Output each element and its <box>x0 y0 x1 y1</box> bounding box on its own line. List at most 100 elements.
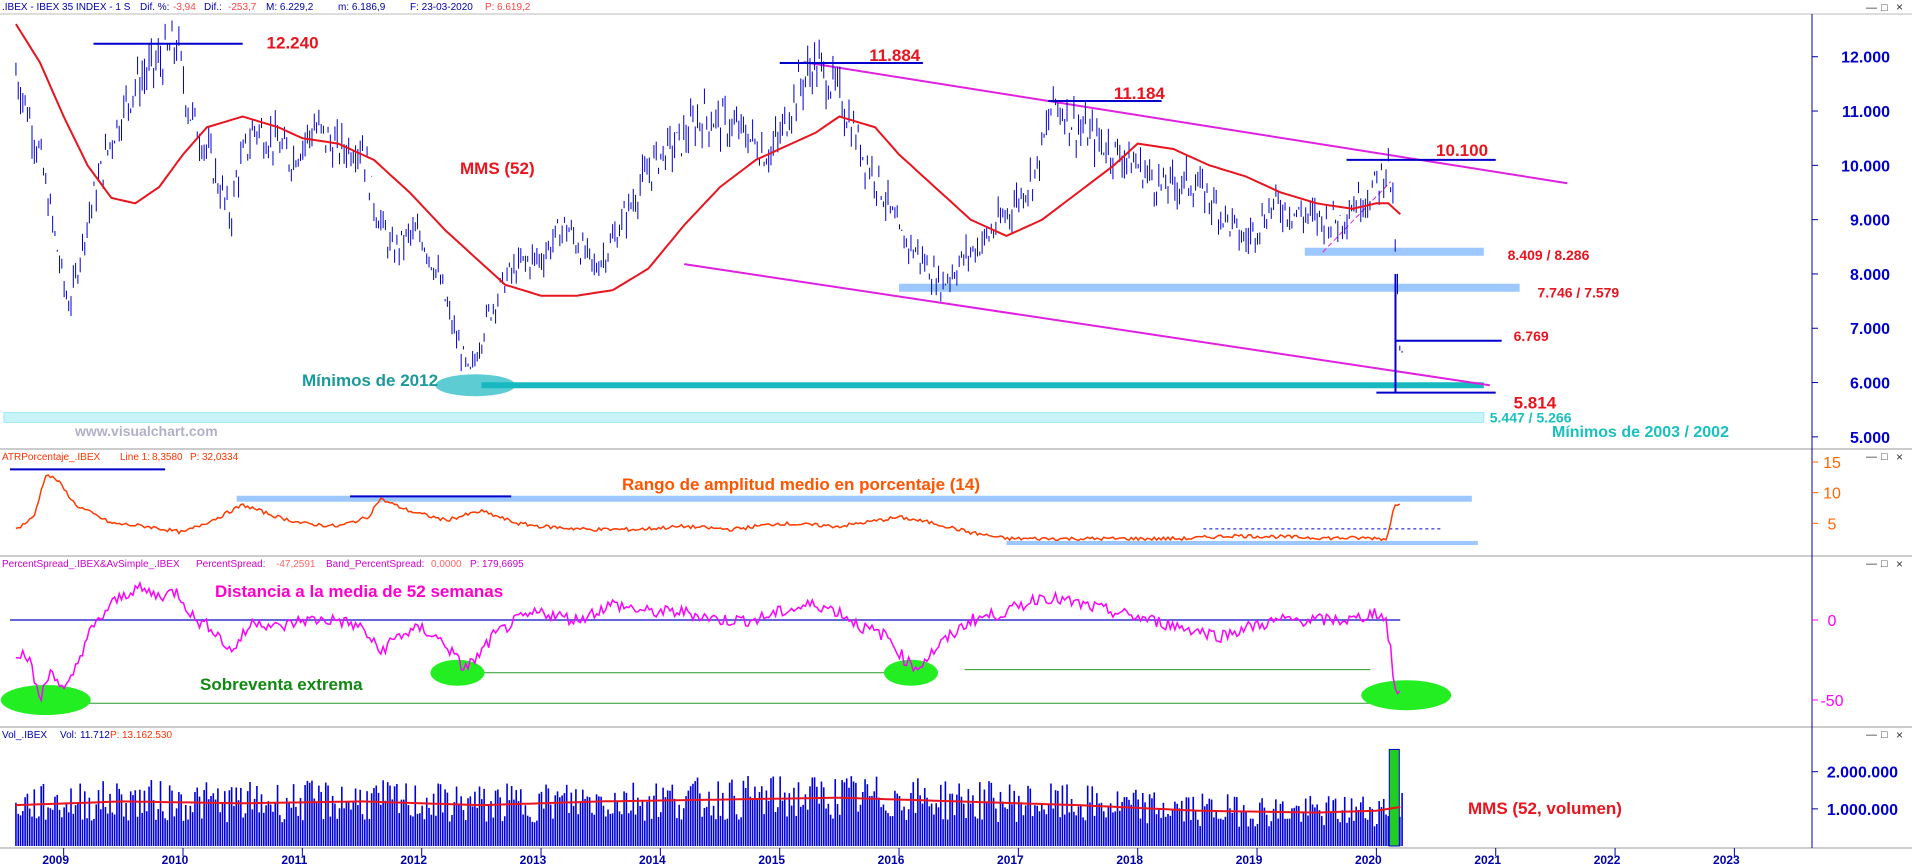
close-icon[interactable]: × <box>1896 557 1903 571</box>
x-axis-tick-label: 2018 <box>1116 853 1143 867</box>
minimize-icon[interactable]: — <box>1866 451 1877 463</box>
volume-header-vol-value: 11.712 <box>80 730 110 741</box>
price-header-date: F: 23-03-2020 <box>410 2 473 13</box>
close-icon[interactable]: × <box>1896 450 1903 464</box>
x-axis-tick-label: 2013 <box>520 853 547 867</box>
x-axis-tick-label: 2014 <box>639 853 666 867</box>
minimize-icon[interactable]: — <box>1866 729 1877 741</box>
price-window-controls: — □ × <box>1866 0 1903 14</box>
price-header-max: M: 6.229,2 <box>266 2 314 13</box>
x-axis-tick-label: 2015 <box>758 853 785 867</box>
price-level-label: 5.814 <box>1514 394 1557 413</box>
oversold-highlight <box>1361 680 1452 711</box>
atr-y-tick-label: 10 <box>1823 486 1841 503</box>
price-level-label: 7.746 / 7.579 <box>1537 284 1619 300</box>
watermark: www.visualchart.com <box>74 423 218 439</box>
spread-header-p-label: P: <box>470 559 479 570</box>
percent-spread-line <box>15 580 1401 703</box>
channel-lower-line <box>684 263 1490 387</box>
price-y-tick-label: 6.000 <box>1850 376 1890 393</box>
oversold-highlight <box>883 659 938 686</box>
x-axis-tick-label: 2011 <box>281 853 307 867</box>
spread-header-name: PercentSpread_.IBEX&AvSimple_.IBEX <box>2 559 180 570</box>
volume-header-name: Vol_.IBEX <box>2 730 47 741</box>
spread-header-ps-label: PercentSpread: <box>196 559 266 570</box>
oversold-highlight <box>0 685 91 715</box>
price-level-label: 5.447 / 5.266 <box>1490 410 1572 426</box>
price-y-tick-label: 8.000 <box>1850 267 1890 284</box>
price-header-dif-pct-label: Dif. %: <box>140 2 169 13</box>
volume-panel: 2.000.000 1.000.000 <box>15 748 1898 847</box>
x-axis-tick-label: 2009 <box>42 853 69 867</box>
minimize-icon[interactable]: — <box>1866 2 1877 14</box>
maximize-icon[interactable]: □ <box>1881 2 1888 14</box>
x-axis-tick-label: 2012 <box>400 853 427 867</box>
min-2012-label: Mínimos de 2012 <box>302 371 438 390</box>
mms-label: MMS (52) <box>460 159 535 178</box>
price-level-label: 11.184 <box>1114 84 1166 103</box>
x-axis-tick-label: 2010 <box>162 853 189 867</box>
minimize-icon[interactable]: — <box>1866 558 1877 570</box>
spread-header-ps-value: -47,2591 <box>276 559 316 570</box>
price-header-close-label: P: <box>485 2 494 13</box>
volume-spike-bar <box>1388 748 1400 847</box>
x-axis-tick-label: 2019 <box>1236 853 1263 867</box>
price-y-tick-label: 12.000 <box>1841 50 1890 67</box>
x-axis-tick-label: 2016 <box>878 853 905 867</box>
price-y-tick-label: 9.000 <box>1850 213 1890 230</box>
price-header-dif-pct: -3,94 <box>173 2 196 13</box>
x-axis-tick-label: 2022 <box>1594 853 1621 867</box>
price-title-bar <box>0 0 1912 14</box>
maximize-icon[interactable]: □ <box>1881 451 1888 463</box>
volume-header-vol-label: Vol: <box>60 730 77 741</box>
price-level-label: 6.769 <box>1514 328 1549 344</box>
price-level-label: 12.240 <box>267 34 319 53</box>
channel-upper-line <box>803 61 1568 185</box>
price-y-tick-label: 11.000 <box>1842 104 1890 121</box>
x-axis: 2009 2010 2011 2012 2013 2014 2015 2016 2017 2018… <box>42 848 1740 867</box>
price-y-tick-label: 10.000 <box>1841 158 1890 175</box>
support-band-8409 <box>1304 247 1484 256</box>
spread-header-band-label: Band_PercentSpread: <box>326 559 424 570</box>
oversold-highlight <box>430 659 485 686</box>
uptrend-dashed-line <box>1322 181 1392 253</box>
atr-header-p-value: 32,0334 <box>202 452 239 463</box>
atr-y-tick-label: 5 <box>1828 516 1837 533</box>
price-level-label: 8.409 / 8.286 <box>1508 247 1590 263</box>
volume-mms-line <box>15 796 1401 814</box>
volume-mms-label: MMS (52, volumen) <box>1468 799 1622 818</box>
support-band-7746 <box>899 283 1520 292</box>
mms-52-line <box>15 23 1401 297</box>
min-2003-2002-label: Mínimos de 2003 / 2002 <box>1552 424 1729 441</box>
atr-header-name: ATRPorcentaje_.IBEX <box>2 452 101 463</box>
atr-header-p-label: P: <box>190 452 199 463</box>
x-axis-tick-label: 2023 <box>1713 853 1740 867</box>
maximize-icon[interactable]: □ <box>1881 558 1888 570</box>
spread-y-tick-label: 0 <box>1828 613 1837 630</box>
price-header-close: 6.619,2 <box>497 2 531 13</box>
volume-bars-group <box>15 775 1403 846</box>
x-axis-tick-label: 2017 <box>997 853 1024 867</box>
price-bars-group <box>15 20 1403 372</box>
min-2012-highlight <box>435 374 516 397</box>
oversold-label: Sobreventa extrema <box>200 675 363 694</box>
maximize-icon[interactable]: □ <box>1881 729 1888 741</box>
volume-y-tick-label: 1.000.000 <box>1827 802 1898 819</box>
price-header-min: m: 6.186,9 <box>338 2 386 13</box>
price-level-label: 10.100 <box>1436 141 1488 160</box>
spread-y-tick-label: -50 <box>1820 693 1843 710</box>
price-header-dif-label: Dif.: <box>204 2 222 13</box>
close-icon[interactable]: × <box>1896 0 1903 14</box>
close-icon[interactable]: × <box>1896 728 1903 742</box>
price-header-dif: -253,7 <box>228 2 257 13</box>
atr-y-tick-label: 15 <box>1823 455 1841 472</box>
spread-panel: 0 -50 <box>0 580 1844 715</box>
support-band-2003-2002 <box>3 412 1485 423</box>
atr-header-line-value: 8,3580 <box>152 452 183 463</box>
price-panel: 12.240 11.884 11.184 10.100 8.409 / 8.286 7.7… <box>3 20 1890 447</box>
price-level-label: 11.884 <box>869 46 921 65</box>
volume-header-p-label: P: <box>110 730 119 741</box>
atr-title: Rango de amplitud medio en porcentaje (1… <box>622 475 980 494</box>
volume-header-p-value: 13.162.530 <box>122 730 172 741</box>
